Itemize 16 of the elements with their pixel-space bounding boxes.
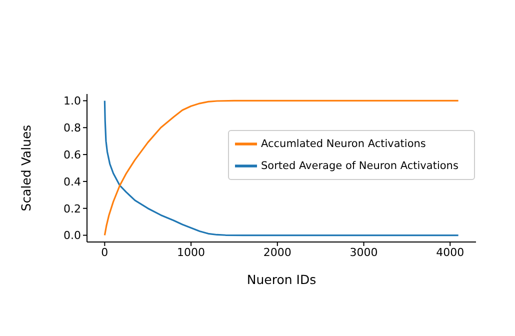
y-tick-label: 0.4: [64, 175, 81, 188]
x-tick-label: 2000: [263, 246, 292, 259]
y-axis-title: Scaled Values: [18, 124, 34, 212]
y-tick-label: 0.8: [64, 122, 81, 135]
x-tick-label: 0: [101, 246, 108, 259]
x-tick-label: 4000: [436, 246, 464, 259]
y-tick-label: 1.0: [64, 94, 81, 108]
y-tick-label: 0.6: [64, 148, 81, 162]
y-tick-label: 0.2: [64, 202, 81, 216]
y-tick-label: 0.0: [64, 229, 81, 242]
legend-label: Accumlated Neuron Activations: [261, 138, 426, 150]
x-tick-label: 3000: [350, 246, 378, 259]
line-series: [104, 100, 460, 236]
legend-label: Sorted Average of Neuron Activations: [261, 160, 458, 172]
x-axis-title: Nueron IDs: [246, 272, 316, 287]
x-tick-label: 1000: [177, 246, 206, 259]
